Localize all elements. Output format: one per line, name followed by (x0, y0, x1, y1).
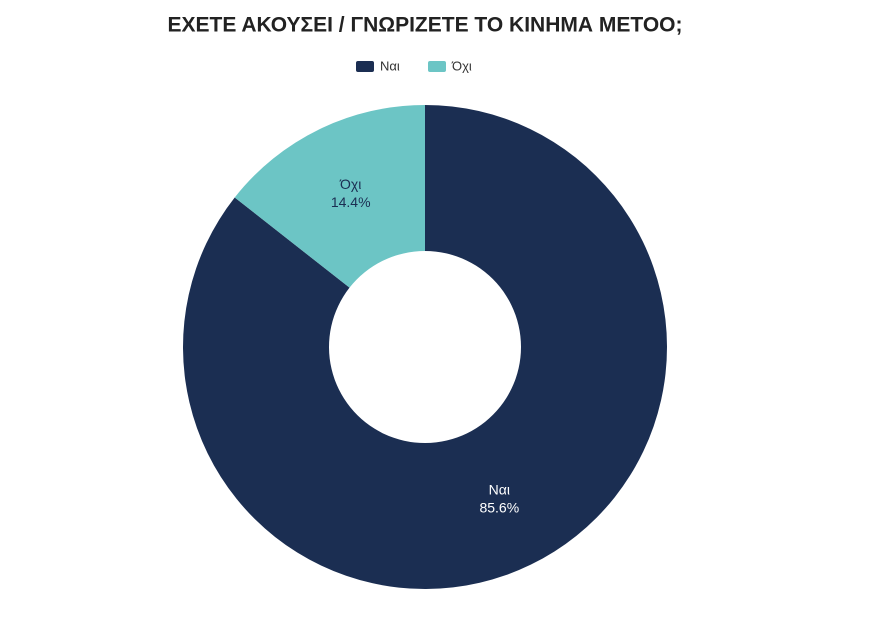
legend-label: Ναι (380, 58, 400, 73)
donut-slice (182, 105, 667, 590)
legend-label: Όχι (451, 58, 472, 73)
slice-category: Όχι (339, 176, 361, 192)
donut-slice (234, 105, 425, 288)
slice-value: 85.6% (479, 500, 519, 516)
legend-swatch (356, 61, 374, 72)
chart-title: ΕΧΕΤΕ ΑΚΟΥΣΕΙ / ΓΝΩΡΙΖΕΤΕ ΤΟ ΚΙΝΗΜΑ METO… (167, 14, 682, 37)
slice-category: Ναι (489, 482, 510, 498)
legend-swatch (428, 61, 446, 72)
slice-value: 14.4% (331, 194, 371, 210)
